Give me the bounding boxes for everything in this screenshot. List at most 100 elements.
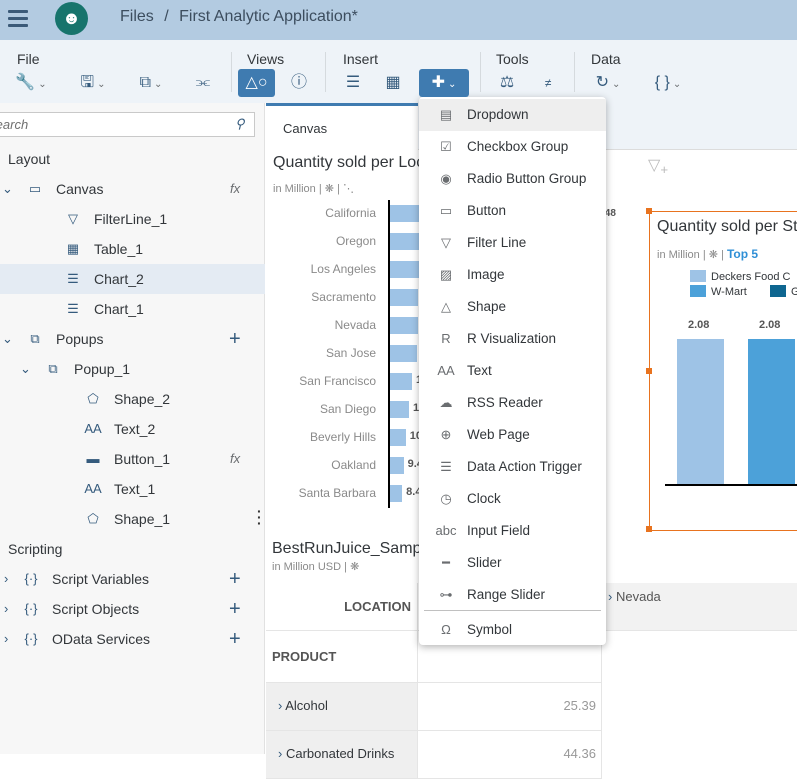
- legend-item[interactable]: G: [770, 285, 797, 298]
- menu-item-clock[interactable]: ◷ Clock: [419, 483, 606, 515]
- bar-nevada[interactable]: [390, 317, 419, 334]
- chevron-down-icon[interactable]: ⌄: [2, 331, 13, 346]
- menu-icon[interactable]: [8, 10, 28, 28]
- bar-sacramento[interactable]: [390, 289, 419, 306]
- outline-item-chart_1[interactable]: ☰ Chart_1: [0, 294, 265, 324]
- menu-item-button[interactable]: ▭ Button: [419, 195, 606, 227]
- fx-icon[interactable]: fx: [230, 451, 241, 466]
- outline-item-chart_2[interactable]: ☰ Chart_2: [0, 264, 265, 294]
- breadcrumb-current: First Analytic Application*: [179, 8, 358, 25]
- chart-subtitle: in Million | ❋ | Top 5: [657, 247, 759, 261]
- bar-los-angeles[interactable]: [390, 261, 419, 278]
- table-cell[interactable]: 25.39: [418, 683, 602, 731]
- menu-item-r-visualization[interactable]: R R Visualization: [419, 323, 606, 355]
- chevron-right-icon[interactable]: ›: [4, 601, 9, 616]
- bar-san-francisco[interactable]: [390, 373, 413, 390]
- scripting-item[interactable]: › {·} OData Services +: [0, 624, 265, 654]
- bar-california[interactable]: [390, 205, 419, 222]
- outline-item-text_2[interactable]: AA Text_2: [0, 414, 265, 444]
- menu-item-data-action-trigger[interactable]: ☰ Data Action Trigger: [419, 451, 606, 483]
- chevron-right-icon[interactable]: ›: [278, 698, 283, 713]
- outline-item-popups[interactable]: ⌄ ⧉ Popups +: [0, 324, 265, 354]
- menu-item-input-field[interactable]: abc Input Field: [419, 515, 606, 547]
- menu-item-symbol[interactable]: Ω Symbol: [419, 614, 606, 646]
- menu-item-checkbox-group[interactable]: ☑ Checkbox Group: [419, 131, 606, 163]
- chart-right-selected[interactable]: Quantity sold per St in Million | ❋ | To…: [646, 208, 797, 532]
- menu-item-text[interactable]: AA Text: [419, 355, 606, 387]
- outline-item-popup_1[interactable]: ⌄ ⧉ Popup_1: [0, 354, 265, 384]
- menu-item-rss-reader[interactable]: ☁ RSS Reader: [419, 387, 606, 419]
- share-icon[interactable]: ⫘: [195, 74, 211, 91]
- bar-beverly-hills[interactable]: [390, 429, 406, 446]
- menu-item-filter-line[interactable]: ▽ Filter Line: [419, 227, 606, 259]
- outline-item-canvas[interactable]: ⌄ ▭ Canvas fx: [0, 174, 265, 204]
- chevron-right-icon[interactable]: ›: [4, 571, 9, 586]
- group-data: Data: [591, 51, 621, 67]
- outline-view-button[interactable]: △○: [238, 69, 275, 97]
- bar-w-mart[interactable]: [748, 339, 795, 484]
- info-button[interactable]: ⓘ: [290, 74, 307, 91]
- menu-item-shape[interactable]: △ Shape: [419, 291, 606, 323]
- category-label: San Jose: [325, 346, 376, 360]
- chart-left[interactable]: Quantity sold per Loc in Million | ❋ | ⋱…: [266, 150, 419, 530]
- menu-item-range-slider[interactable]: ⊶ Range Slider: [419, 579, 606, 611]
- add-button[interactable]: +: [229, 598, 241, 620]
- chevron-down-icon[interactable]: ⌄: [20, 361, 31, 376]
- bar-oregon[interactable]: [390, 233, 419, 250]
- hierarchy-icon: ⋱: [342, 183, 354, 195]
- compare-icon[interactable]: ≠: [544, 76, 552, 90]
- menu-item-slider[interactable]: ━ Slider: [419, 547, 606, 579]
- bar-san-diego[interactable]: [390, 401, 409, 418]
- outline-item-shape_1[interactable]: ⬠ Shape_1: [0, 504, 265, 534]
- settings-icon: ❋: [324, 183, 334, 195]
- refresh-button[interactable]: ↻ ⌄: [595, 74, 621, 91]
- add-popup-button[interactable]: +: [229, 328, 241, 350]
- copy-button[interactable]: ⧉ ⌄: [139, 74, 163, 91]
- add-button[interactable]: +: [229, 628, 241, 650]
- menu-item-label: R Visualization: [467, 331, 557, 346]
- menu-item-web-page[interactable]: ⊕ Web Page: [419, 419, 606, 451]
- chevron-right-icon[interactable]: ›: [4, 631, 9, 646]
- category-label: Beverly Hills: [309, 430, 376, 444]
- fx-icon[interactable]: fx: [230, 181, 241, 196]
- menu-item-dropdown[interactable]: ▤ Dropdown: [419, 99, 606, 131]
- bar-san-jose[interactable]: [390, 345, 417, 362]
- scripting-item[interactable]: › {·} Script Variables +: [0, 564, 265, 594]
- settings-wrench-button[interactable]: 🔧 ⌄: [15, 74, 47, 91]
- outline-item-table_1[interactable]: ▦ Table_1: [0, 234, 265, 264]
- script-braces-button[interactable]: { } ⌄: [654, 74, 682, 91]
- search-input[interactable]: Search ⚲: [0, 112, 255, 137]
- add-filter-icon[interactable]: ▽+: [648, 157, 669, 178]
- bar-oakland[interactable]: [390, 457, 404, 474]
- row-header[interactable]: › Alcohol: [266, 683, 418, 731]
- legend-item[interactable]: W-Mart: [690, 285, 747, 298]
- column-nevada[interactable]: › Nevada: [602, 583, 797, 631]
- menu-item-radio-button-group[interactable]: ◉ Radio Button Group: [419, 163, 606, 195]
- save-button[interactable]: 🖫 ⌄: [80, 74, 106, 91]
- insert-chart-button[interactable]: ☰: [345, 74, 361, 91]
- bar-deckers-food-c[interactable]: [677, 339, 724, 484]
- tab-canvas[interactable]: Canvas: [266, 103, 418, 150]
- settings-icon: ❋: [708, 249, 718, 261]
- table-cell[interactable]: 44.36: [418, 731, 602, 779]
- menu-item-image[interactable]: ▨ Image: [419, 259, 606, 291]
- outline-item-button_1[interactable]: ▬ Button_1 fx: [0, 444, 265, 474]
- user-avatar[interactable]: ☻: [55, 2, 88, 35]
- breadcrumb-files[interactable]: Files: [120, 8, 154, 25]
- legend-item[interactable]: Deckers Food C: [690, 270, 790, 283]
- scripting-item[interactable]: › {·} Script Objects +: [0, 594, 265, 624]
- outline-item-shape_2[interactable]: ⬠ Shape_2: [0, 384, 265, 414]
- add-widget-button[interactable]: ✚ ⌄: [419, 69, 469, 97]
- outline-item-filterline_1[interactable]: ▽ FilterLine_1: [0, 204, 265, 234]
- row-header[interactable]: › Carbonated Drinks: [266, 731, 418, 779]
- more-vertical-icon[interactable]: · · ·: [257, 503, 262, 531]
- axis-line: [665, 484, 797, 486]
- search-icon[interactable]: ⚲: [235, 116, 245, 131]
- chevron-down-icon[interactable]: ⌄: [2, 181, 13, 196]
- bar-santa-barbara[interactable]: [390, 485, 403, 502]
- insert-table-button[interactable]: ▦: [385, 74, 401, 91]
- outline-item-text_1[interactable]: AA Text_1: [0, 474, 265, 504]
- add-button[interactable]: +: [229, 568, 241, 590]
- menu-item-label: Slider: [467, 555, 502, 570]
- balance-icon[interactable]: ⚖: [499, 74, 515, 91]
